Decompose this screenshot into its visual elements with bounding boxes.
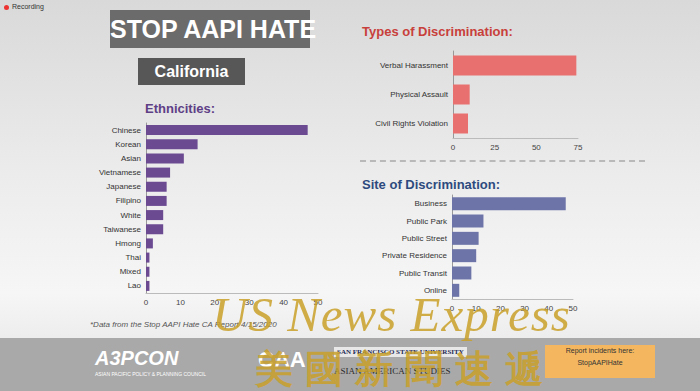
html-text:STOP AAPI HATE: STOP AAPI HATE bbox=[110, 15, 317, 43]
html-text:Report incidents here:: Report incidents here: bbox=[565, 347, 635, 354]
svg-text:Japanese: Japanese bbox=[106, 182, 141, 191]
svg-text:Public Transit: Public Transit bbox=[399, 269, 448, 278]
svg-text:50: 50 bbox=[532, 143, 541, 152]
svg-text:Korean: Korean bbox=[115, 140, 141, 149]
html-text:美國新聞速遞: 美國新聞速遞 bbox=[255, 346, 555, 391]
html-text:A3PCON: A3PCON bbox=[95, 347, 179, 369]
svg-text:Asian: Asian bbox=[121, 154, 141, 163]
svg-text:Ethnicities:: Ethnicities: bbox=[145, 101, 215, 116]
svg-text:Site of Discrimination:: Site of Discrimination: bbox=[362, 177, 500, 192]
svg-text:Chinese: Chinese bbox=[112, 126, 142, 135]
svg-text:Business: Business bbox=[415, 199, 447, 208]
svg-text:50: 50 bbox=[568, 303, 578, 313]
svg-text:Public Park: Public Park bbox=[407, 217, 448, 226]
svg-text:Physical Assault: Physical Assault bbox=[390, 90, 449, 99]
html-text:StopAAPIHate: StopAAPIHate bbox=[577, 359, 623, 366]
svg-text:Vietnamese: Vietnamese bbox=[99, 168, 142, 177]
svg-text:Public Street: Public Street bbox=[402, 234, 448, 243]
svg-text:25: 25 bbox=[490, 143, 499, 152]
svg-text:Verbal Harassment: Verbal Harassment bbox=[380, 61, 449, 70]
svg-text:Filipino: Filipino bbox=[116, 196, 142, 205]
svg-text:0: 0 bbox=[451, 143, 456, 152]
html-text:Recording: Recording bbox=[12, 3, 44, 10]
svg-text:0: 0 bbox=[144, 298, 149, 307]
html-text:ASIAN AMERICAN STUDIES: ASIAN AMERICAN STUDIES bbox=[334, 366, 451, 376]
html-text:*Data from the Stop AAPI Hate: *Data from the Stop AAPI Hate CA Report … bbox=[90, 320, 277, 329]
svg-text:Types of Discrimination:: Types of Discrimination: bbox=[362, 24, 513, 39]
html-text:US News Express: US News Express bbox=[212, 287, 571, 342]
svg-text:Mixed: Mixed bbox=[120, 267, 141, 276]
svg-text:Thai: Thai bbox=[125, 253, 141, 262]
svg-text:10: 10 bbox=[176, 298, 185, 307]
html-text:SAN FRANCISCO STATE UNIVERSITY: SAN FRANCISCO STATE UNIVERSITY bbox=[337, 348, 464, 356]
svg-text:Taiwanese: Taiwanese bbox=[103, 225, 141, 234]
html-text:ASIAN PACIFIC POLICY & PLANNIN: ASIAN PACIFIC POLICY & PLANNING COUNCIL bbox=[95, 371, 206, 377]
svg-text:Civil Rights Violation: Civil Rights Violation bbox=[375, 119, 448, 128]
svg-text:Lao: Lao bbox=[128, 281, 142, 290]
svg-text:Hmong: Hmong bbox=[115, 239, 141, 248]
svg-text:Private Residence: Private Residence bbox=[382, 251, 447, 260]
svg-text:75: 75 bbox=[574, 143, 583, 152]
svg-text:White: White bbox=[121, 211, 142, 220]
html-text:CAA: CAA bbox=[258, 347, 306, 372]
html-text:California: California bbox=[154, 63, 229, 80]
